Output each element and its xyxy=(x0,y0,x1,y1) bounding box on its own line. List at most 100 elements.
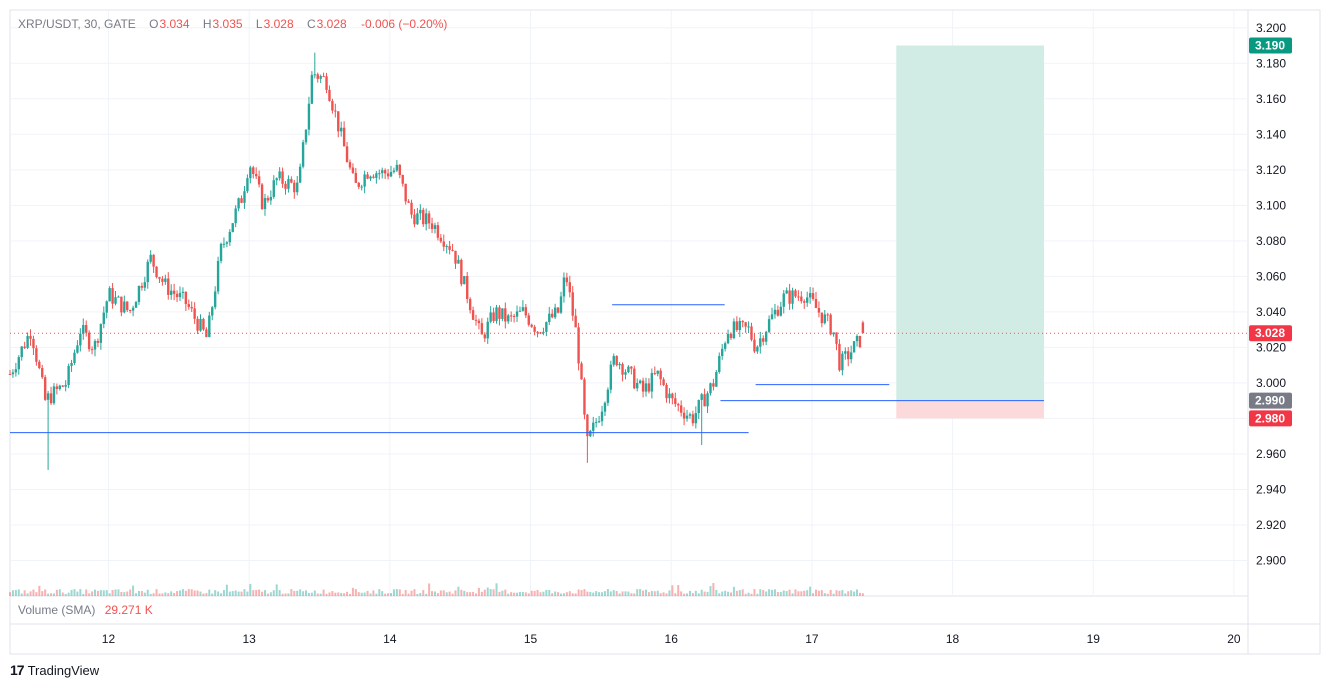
volume-bar xyxy=(662,592,665,596)
candle-body xyxy=(565,277,569,283)
candle-body xyxy=(527,315,530,325)
candle-body xyxy=(381,170,384,174)
volume-bar xyxy=(70,589,73,596)
candle-body xyxy=(131,307,135,311)
candle-body xyxy=(334,110,337,112)
volume-bar xyxy=(363,592,366,596)
candle-body xyxy=(416,213,419,225)
candle-body xyxy=(644,383,648,392)
volume-bar xyxy=(668,590,671,596)
volume-bar xyxy=(390,593,393,596)
volume-bar xyxy=(665,593,668,596)
candle-body xyxy=(49,393,53,404)
brand-name: TradingView xyxy=(27,662,100,678)
volume-bar xyxy=(287,593,290,596)
candle-body xyxy=(829,314,832,335)
candle-body xyxy=(466,276,469,299)
candle-body xyxy=(190,306,193,309)
candle-body xyxy=(697,399,700,414)
volume-bar xyxy=(712,583,715,596)
candle-body xyxy=(117,296,120,298)
volume-bar xyxy=(252,590,255,596)
candle-body xyxy=(463,276,466,285)
volume-bar xyxy=(603,591,606,596)
volume-bar xyxy=(120,591,123,596)
volume-bar xyxy=(220,593,223,596)
candle-body xyxy=(222,243,226,245)
candle-body xyxy=(43,377,47,400)
candle-body xyxy=(844,351,847,354)
candle-body xyxy=(263,198,267,209)
volume-bar xyxy=(217,591,220,596)
volume-bar xyxy=(592,592,595,596)
candle-body xyxy=(126,301,129,311)
volume-bar xyxy=(152,593,155,596)
volume-bar xyxy=(431,591,434,596)
volume-bar xyxy=(325,593,328,596)
candle-body xyxy=(169,290,173,295)
candle-body xyxy=(316,74,319,79)
volume-bar xyxy=(545,589,548,596)
candle-body xyxy=(111,288,114,304)
tradingview-brand[interactable]: 17 TradingView xyxy=(10,662,99,678)
candle-body xyxy=(509,315,513,317)
volume-bar xyxy=(615,591,618,596)
volume-bar xyxy=(817,590,820,596)
candle-body xyxy=(650,373,654,392)
candle-body xyxy=(339,127,343,132)
volume-bar xyxy=(422,590,425,596)
volume-bar xyxy=(560,593,563,596)
volume-bar xyxy=(20,593,23,596)
volume-bar xyxy=(117,589,120,596)
candle-body xyxy=(301,142,305,167)
candle-body xyxy=(759,338,762,347)
candle-body xyxy=(228,231,232,243)
candle-body xyxy=(378,173,381,175)
volume-bar xyxy=(589,591,592,596)
volume-bar xyxy=(548,589,551,596)
volume-bar xyxy=(700,589,703,596)
candle-body xyxy=(735,321,739,331)
candle-body xyxy=(35,348,38,362)
volume-bar xyxy=(448,591,451,596)
volume-bar xyxy=(639,589,642,596)
candle-body xyxy=(281,171,284,184)
volume-bar xyxy=(343,593,346,596)
candle-body xyxy=(451,249,454,251)
candle-body xyxy=(272,180,275,197)
candle-body xyxy=(797,296,800,298)
candle-body xyxy=(533,326,536,332)
candle-body xyxy=(20,346,23,358)
candle-body xyxy=(448,246,451,250)
volume-bar xyxy=(674,593,677,596)
candle-body xyxy=(468,298,472,311)
volume-bar xyxy=(727,591,730,596)
volume-bar xyxy=(249,584,252,596)
volume-bar xyxy=(554,591,557,596)
candle-body xyxy=(319,76,322,79)
volume-bar xyxy=(146,589,149,596)
candle-body xyxy=(539,332,542,334)
volume-bar xyxy=(384,593,387,596)
candle-body xyxy=(419,209,422,214)
volume-bar xyxy=(392,589,395,596)
volume-bar xyxy=(539,592,542,596)
candle-body xyxy=(363,174,366,187)
volume-bar xyxy=(694,590,697,596)
volume-bar xyxy=(753,589,756,596)
candle-body xyxy=(507,315,510,322)
volume-bar xyxy=(647,592,650,596)
volume-bar xyxy=(756,593,759,596)
volume-bar xyxy=(606,589,609,596)
volume-bar xyxy=(32,589,35,596)
volume-bar xyxy=(750,593,753,596)
candle-body xyxy=(855,335,859,342)
candle-body xyxy=(76,345,79,353)
candle-body xyxy=(407,201,410,203)
candle-body xyxy=(638,380,642,383)
volume-bar xyxy=(255,590,258,596)
volume-bar xyxy=(381,591,384,596)
volume-bar xyxy=(718,593,721,596)
